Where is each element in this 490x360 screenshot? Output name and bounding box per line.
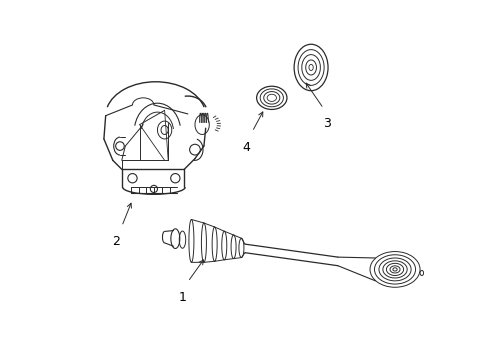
- Text: 1: 1: [178, 291, 186, 304]
- Text: 3: 3: [323, 117, 331, 130]
- Text: 2: 2: [113, 235, 121, 248]
- Text: 4: 4: [243, 141, 251, 154]
